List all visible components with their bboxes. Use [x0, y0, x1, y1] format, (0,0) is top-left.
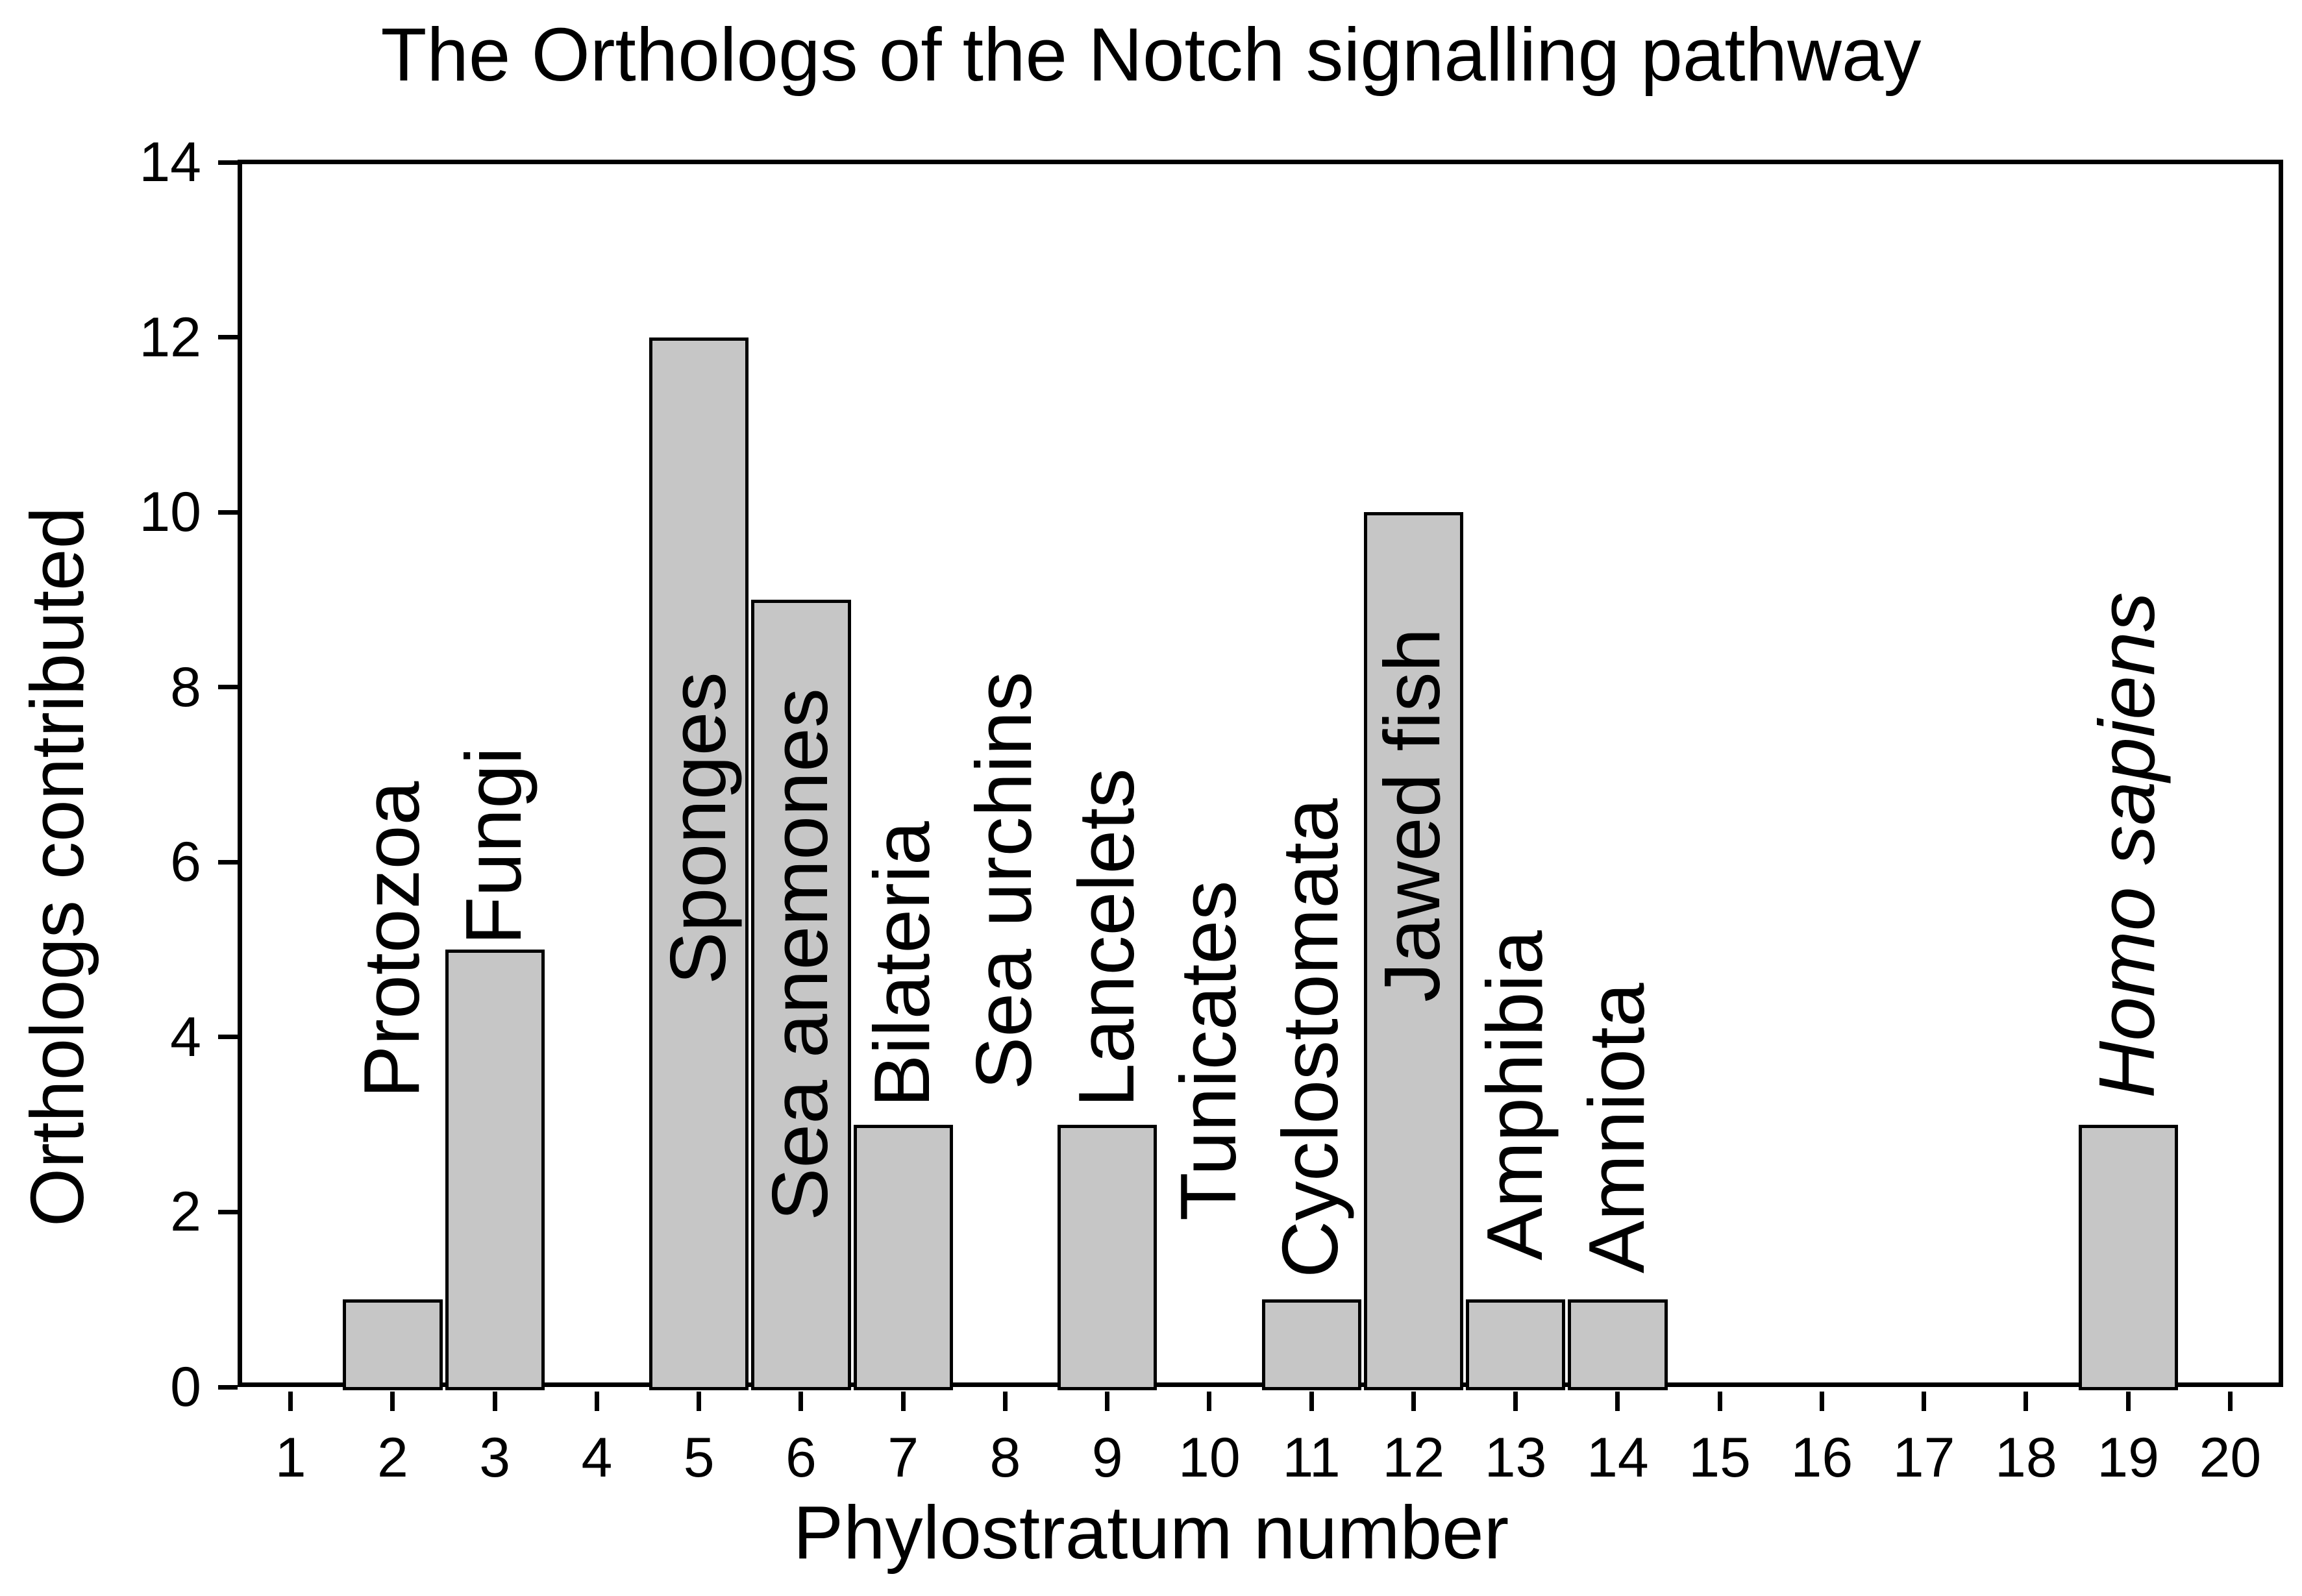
x-tick-label: 3 [479, 1427, 511, 1489]
x-tick-label: 17 [1892, 1427, 1955, 1489]
x-tick-label: 11 [1282, 1427, 1341, 1489]
x-tick-label: 8 [989, 1427, 1021, 1489]
x-tick-label: 12 [1382, 1427, 1445, 1489]
y-tick-label: 14 [139, 131, 201, 193]
x-tick-label: 1 [275, 1427, 306, 1489]
x-tick [2125, 1392, 2131, 1411]
y-tick [218, 685, 238, 690]
bar-phylostratum-14 [1568, 1299, 1668, 1390]
x-tick [1207, 1392, 1212, 1411]
x-tick-label: 5 [683, 1427, 715, 1489]
x-tick-label: 18 [1995, 1427, 2057, 1489]
y-tick [218, 1035, 238, 1040]
x-tick-label: 6 [785, 1427, 817, 1489]
x-tick [1513, 1392, 1518, 1411]
x-tick-label: 7 [887, 1427, 919, 1489]
x-tick-label: 10 [1178, 1427, 1241, 1489]
x-tick [900, 1392, 906, 1411]
x-tick [1615, 1392, 1620, 1411]
x-tick [492, 1392, 497, 1411]
bar-label-homo-sapiens: Homo sapiens [2083, 592, 2172, 1099]
bar-label-lancelets: Lancelets [1061, 768, 1150, 1107]
y-tick [218, 859, 238, 865]
bar-phylostratum-5 [649, 337, 749, 1390]
bar-label-amniota: Amniota [1572, 983, 1661, 1273]
y-tick-label: 8 [170, 656, 201, 718]
x-tick [594, 1392, 599, 1411]
bar-phylostratum-3 [445, 950, 545, 1390]
x-tick [1819, 1392, 1824, 1411]
x-tick [697, 1392, 702, 1411]
y-tick-label: 10 [139, 481, 201, 544]
x-tick [390, 1392, 395, 1411]
bar-label-sea-anemones: Sea anemones [755, 688, 844, 1221]
x-tick [1411, 1392, 1416, 1411]
y-tick-label: 4 [170, 1005, 201, 1068]
y-tick-label: 6 [170, 831, 201, 894]
x-axis-title: Phylostratum number [793, 1490, 1509, 1575]
plot-frame [238, 160, 2283, 1387]
bar-phylostratum-7 [853, 1124, 953, 1390]
y-tick [218, 160, 238, 165]
bar-label-jawed-fish: Jawed fish [1368, 628, 1457, 1002]
y-tick-label: 0 [170, 1356, 201, 1418]
x-tick [2227, 1392, 2233, 1411]
x-tick-label: 14 [1587, 1427, 1649, 1489]
bar-phylostratum-2 [343, 1299, 443, 1390]
chart-title: The Orthologs of the Notch signalling pa… [380, 12, 1922, 97]
y-tick [218, 1209, 238, 1214]
x-tick [1002, 1392, 1008, 1411]
x-tick [1922, 1392, 1927, 1411]
bar-label-cyclostomata: Cyclostomata [1266, 798, 1355, 1278]
bar-label-tunicates: Tunicates [1163, 880, 1252, 1221]
bar-label-sea-urchins: Sea urchins [959, 671, 1048, 1090]
x-tick [2024, 1392, 2029, 1411]
bar-label-amphibia: Amphibia [1470, 929, 1559, 1260]
x-tick-label: 9 [1091, 1427, 1123, 1489]
x-tick [1717, 1392, 1722, 1411]
bar-phylostratum-6 [751, 599, 851, 1390]
x-tick-label: 4 [581, 1427, 613, 1489]
bar-phylostratum-11 [1261, 1299, 1361, 1390]
x-tick-label: 20 [2199, 1427, 2262, 1489]
x-tick [798, 1392, 804, 1411]
y-tick-label: 2 [170, 1181, 201, 1244]
x-tick [1105, 1392, 1110, 1411]
x-tick [1309, 1392, 1314, 1411]
bar-phylostratum-9 [1058, 1124, 1157, 1390]
bar-label-bilateria: Bilateria [858, 820, 947, 1107]
y-tick [218, 1384, 238, 1390]
x-tick-label: 19 [2097, 1427, 2159, 1489]
bar-label-sponges: Sponges [653, 672, 742, 985]
x-tick-label: 2 [377, 1427, 408, 1489]
bar-phylostratum-13 [1466, 1299, 1566, 1390]
y-tick [218, 509, 238, 515]
bar-phylostratum-19 [2078, 1124, 2178, 1390]
x-tick-label: 16 [1790, 1427, 1853, 1489]
y-tick [218, 335, 238, 340]
bar-label-fungi: Fungi [449, 747, 538, 946]
x-tick-label: 15 [1689, 1427, 1751, 1489]
bar-label-protozoa: Protozoa [347, 781, 436, 1099]
x-tick [288, 1392, 293, 1411]
bar-phylostratum-12 [1363, 512, 1463, 1390]
x-tick-label: 13 [1484, 1427, 1547, 1489]
y-tick-label: 12 [139, 306, 201, 369]
